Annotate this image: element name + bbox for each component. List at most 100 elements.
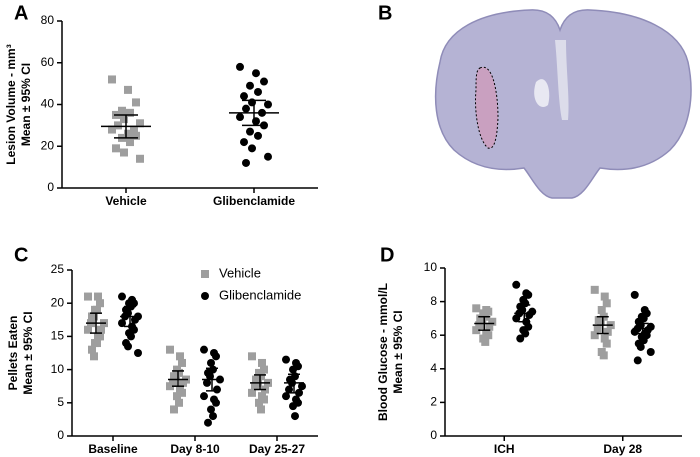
data-point <box>485 322 494 331</box>
data-point <box>512 280 521 289</box>
data-point <box>596 317 605 326</box>
data-point <box>242 104 250 113</box>
data-point <box>240 138 248 147</box>
data-point <box>521 329 530 338</box>
y-tick-label: 8 <box>430 294 437 308</box>
data-point <box>478 316 487 325</box>
legend-label: Vehicle <box>219 265 261 280</box>
y-axis-label: Pellets Eaten <box>6 316 20 391</box>
data-point <box>236 62 244 71</box>
data-point <box>600 334 609 343</box>
data-point <box>112 144 120 153</box>
data-point <box>166 345 174 354</box>
data-point <box>90 352 98 361</box>
data-point <box>252 117 260 126</box>
data-point <box>252 69 260 78</box>
y-axis-label: Blood Glucose - mmol/L <box>376 283 390 421</box>
midline <box>555 40 569 120</box>
data-point <box>291 412 299 421</box>
data-point <box>257 405 265 414</box>
y-tick-label: 20 <box>41 138 55 152</box>
x-tick-label: Vehicle <box>105 194 147 208</box>
data-point <box>203 378 211 387</box>
data-point <box>204 418 212 427</box>
data-point <box>512 314 521 323</box>
data-point <box>127 332 135 341</box>
data-point <box>96 299 104 308</box>
data-point <box>282 355 290 364</box>
data-point <box>633 356 642 365</box>
data-point <box>236 113 244 122</box>
data-point <box>93 305 101 314</box>
data-point <box>599 351 608 360</box>
x-tick-label: Day 25-27 <box>249 442 305 456</box>
data-point <box>590 331 599 340</box>
data-point <box>593 324 602 333</box>
data-point <box>260 77 268 86</box>
y-axis-label: Lesion Volume - mm³ <box>4 44 18 164</box>
x-tick-label: Day 8-10 <box>170 442 220 456</box>
y-tick-label: 20 <box>51 295 65 309</box>
data-point <box>136 154 144 163</box>
data-point <box>118 106 126 115</box>
panel-label: B <box>378 2 392 24</box>
panel-label: D <box>380 244 394 266</box>
data-point <box>132 131 140 140</box>
data-point <box>255 398 263 407</box>
data-point <box>246 127 254 136</box>
data-point <box>213 385 221 394</box>
data-point <box>248 388 256 397</box>
x-tick-label: Day 28 <box>603 442 642 456</box>
y-axis-label: Mean ± 95% CI <box>19 63 33 146</box>
data-point <box>481 337 490 346</box>
data-point <box>597 306 606 314</box>
data-point <box>120 148 128 157</box>
data-point <box>254 87 262 96</box>
y-tick-label: 5 <box>57 395 64 409</box>
data-point <box>97 325 105 334</box>
y-tick-label: 2 <box>430 395 437 409</box>
data-point <box>248 144 256 153</box>
data-point <box>126 108 134 117</box>
data-point <box>636 342 645 351</box>
data-point <box>516 334 525 343</box>
data-point <box>254 131 262 140</box>
y-tick-label: 4 <box>430 361 437 375</box>
data-point <box>170 405 178 414</box>
data-point <box>242 158 250 167</box>
data-point <box>96 332 104 341</box>
data-point <box>178 388 186 397</box>
data-point <box>132 98 140 107</box>
data-point <box>130 125 138 134</box>
data-point <box>484 331 493 340</box>
data-point <box>207 405 215 414</box>
data-point <box>602 339 611 348</box>
data-point <box>120 115 128 124</box>
data-point <box>298 382 306 391</box>
data-point <box>118 319 126 328</box>
data-point <box>200 345 208 354</box>
brain-section <box>434 9 692 199</box>
y-tick-label: 60 <box>41 55 55 69</box>
data-point <box>114 121 122 130</box>
data-point <box>282 392 290 401</box>
data-point <box>118 292 126 301</box>
data-point <box>134 349 142 357</box>
data-point <box>84 292 92 301</box>
y-tick-label: 80 <box>41 13 55 27</box>
legend-marker <box>201 292 209 300</box>
data-point <box>475 321 484 330</box>
data-point <box>178 358 186 367</box>
data-point <box>603 327 612 336</box>
data-point <box>93 339 101 348</box>
data-point <box>207 358 215 367</box>
y-tick-label: 15 <box>51 329 65 343</box>
legend-label: Glibenclamide <box>219 287 301 302</box>
data-point <box>264 152 272 161</box>
data-point <box>166 382 174 391</box>
data-point <box>590 285 599 294</box>
data-point <box>472 304 481 313</box>
data-point <box>108 75 116 84</box>
data-point <box>84 325 92 334</box>
y-tick-label: 25 <box>51 262 65 276</box>
